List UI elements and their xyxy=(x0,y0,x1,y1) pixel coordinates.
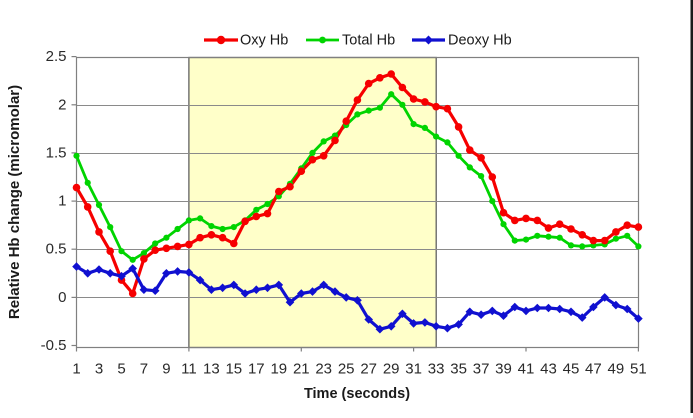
svg-text:5: 5 xyxy=(117,361,125,378)
svg-text:19: 19 xyxy=(270,361,287,378)
svg-text:31: 31 xyxy=(405,361,422,378)
svg-text:0.5: 0.5 xyxy=(46,241,67,258)
svg-text:1: 1 xyxy=(72,361,80,378)
svg-text:Total Hb: Total Hb xyxy=(342,33,395,49)
svg-text:17: 17 xyxy=(248,361,265,378)
svg-text:51: 51 xyxy=(630,361,647,378)
svg-text:13: 13 xyxy=(203,361,220,378)
svg-text:3: 3 xyxy=(95,361,103,378)
svg-text:49: 49 xyxy=(608,361,625,378)
svg-text:1: 1 xyxy=(58,193,66,210)
svg-text:37: 37 xyxy=(473,361,490,378)
svg-text:29: 29 xyxy=(383,361,400,378)
svg-text:15: 15 xyxy=(225,361,242,378)
svg-text:Oxy Hb: Oxy Hb xyxy=(240,33,288,49)
svg-text:33: 33 xyxy=(428,361,445,378)
svg-text:35: 35 xyxy=(450,361,467,378)
svg-text:2.5: 2.5 xyxy=(46,48,67,65)
svg-text:9: 9 xyxy=(162,361,170,378)
svg-text:Deoxy Hb: Deoxy Hb xyxy=(448,33,512,49)
svg-text:27: 27 xyxy=(360,361,377,378)
svg-text:21: 21 xyxy=(293,361,310,378)
svg-text:0: 0 xyxy=(58,289,66,306)
svg-text:41: 41 xyxy=(518,361,535,378)
svg-text:7: 7 xyxy=(140,361,148,378)
svg-text:43: 43 xyxy=(540,361,557,378)
svg-text:23: 23 xyxy=(315,361,332,378)
svg-text:47: 47 xyxy=(585,361,602,378)
svg-text:-0.5: -0.5 xyxy=(41,337,67,354)
svg-text:2: 2 xyxy=(58,96,66,113)
svg-text:Time (seconds): Time (seconds) xyxy=(304,386,410,402)
svg-text:Relative Hb change (micromolar: Relative Hb change (micromolar) xyxy=(6,85,23,319)
svg-text:45: 45 xyxy=(563,361,580,378)
svg-text:1.5: 1.5 xyxy=(46,144,67,161)
svg-text:25: 25 xyxy=(338,361,355,378)
svg-text:11: 11 xyxy=(181,361,197,378)
svg-text:39: 39 xyxy=(495,361,512,378)
